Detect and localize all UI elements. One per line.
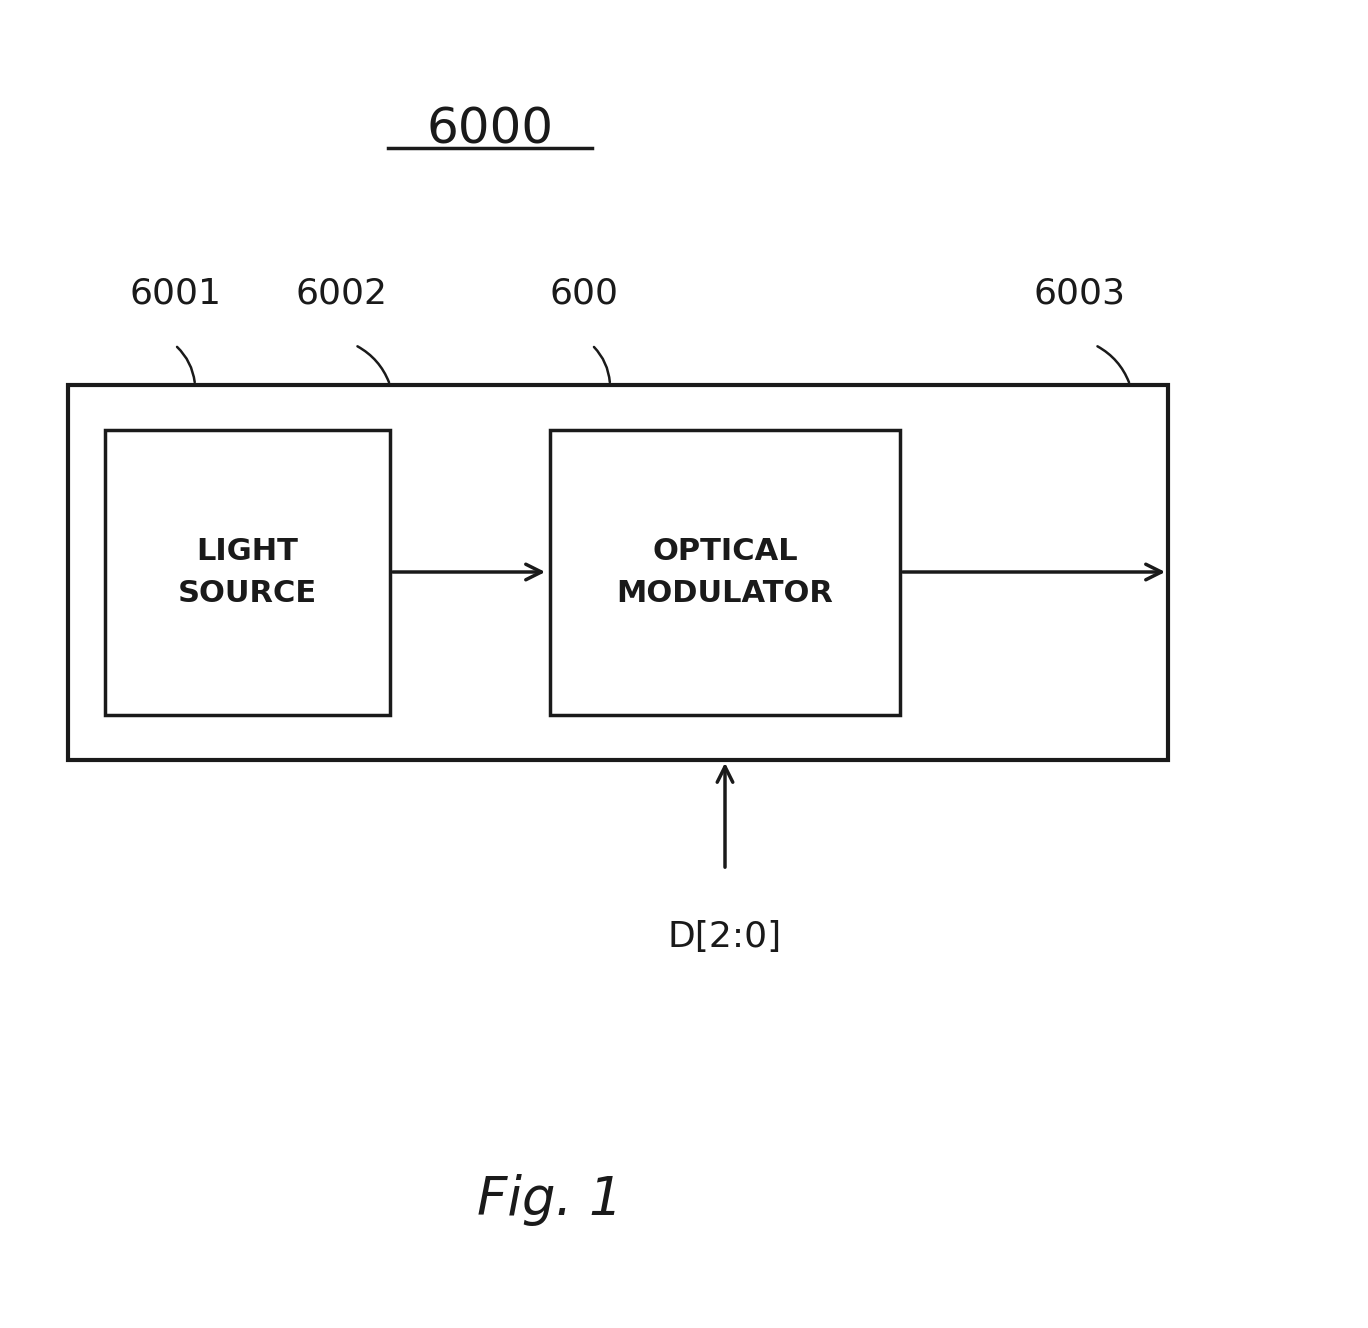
FancyArrowPatch shape (1097, 347, 1129, 382)
FancyArrowPatch shape (594, 347, 610, 382)
Text: 6003: 6003 (1034, 276, 1126, 309)
Bar (550, 430, 900, 714)
Text: 6000: 6000 (427, 105, 554, 153)
Bar (105, 430, 390, 714)
FancyArrowPatch shape (357, 347, 389, 382)
Text: LIGHT
SOURCE: LIGHT SOURCE (178, 537, 317, 608)
Text: OPTICAL
MODULATOR: OPTICAL MODULATOR (617, 537, 833, 608)
Text: 6001: 6001 (129, 276, 222, 309)
Text: 6002: 6002 (295, 276, 389, 309)
Text: Fig. 1: Fig. 1 (477, 1174, 622, 1226)
Text: D[2:0]: D[2:0] (668, 920, 782, 954)
Bar (68, 385, 1168, 760)
FancyArrowPatch shape (176, 347, 194, 382)
Text: 600: 600 (550, 276, 618, 309)
